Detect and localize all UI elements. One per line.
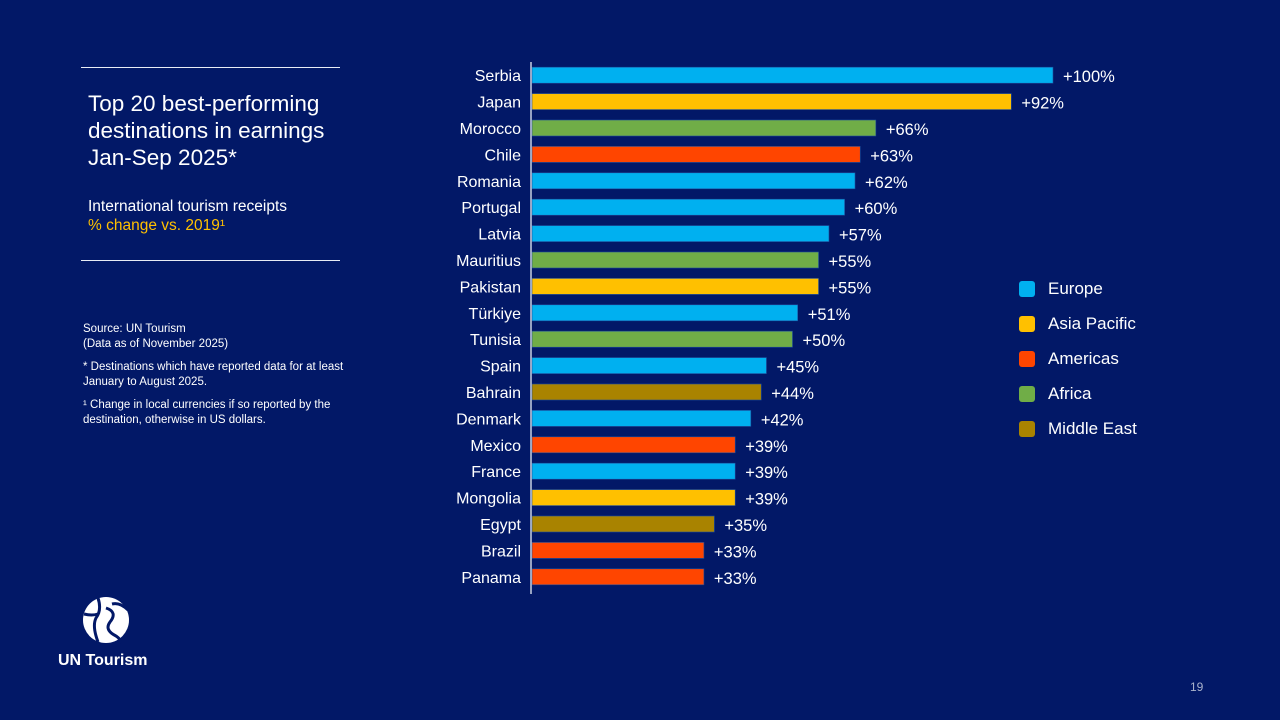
value-label: +45% xyxy=(776,359,819,377)
footnote-one: ¹ Change in local currencies if so repor… xyxy=(83,399,331,426)
legend-item: Africa xyxy=(1019,376,1137,411)
bar-mongolia xyxy=(531,489,736,506)
bar-france xyxy=(531,462,736,480)
bar-bahrain xyxy=(531,383,762,401)
category-label: Romania xyxy=(457,174,521,191)
value-label: +92% xyxy=(1021,95,1064,113)
bar-denmark xyxy=(531,410,752,427)
category-label: Türkiye xyxy=(469,306,522,323)
bar-türkiye xyxy=(531,304,799,322)
title-line-2: destinations in earnings xyxy=(88,118,325,143)
legend-item: Middle East xyxy=(1019,411,1137,446)
bar-tunisia xyxy=(531,330,793,348)
bar-serbia xyxy=(531,66,1054,84)
value-label: +39% xyxy=(745,491,788,509)
title-line-1: Top 20 best-performing xyxy=(88,91,320,116)
legend-item: Americas xyxy=(1019,341,1137,376)
legend-label: Europe xyxy=(1048,278,1103,298)
category-label: Chile xyxy=(485,147,522,164)
bar-spain xyxy=(531,357,767,374)
legend-label: Middle East xyxy=(1048,418,1137,438)
legend-label: Asia Pacific xyxy=(1048,313,1136,333)
category-label: Brazil xyxy=(481,543,521,560)
category-label: Japan xyxy=(477,95,521,112)
value-label: +42% xyxy=(761,411,804,429)
category-label: Pakistan xyxy=(460,279,521,296)
legend-item: Europe xyxy=(1019,271,1137,306)
value-label: +100% xyxy=(1063,68,1115,86)
page-title: Top 20 best-performing destinations in e… xyxy=(88,90,368,171)
bar-latvia xyxy=(531,225,830,242)
category-label: Egypt xyxy=(480,517,521,534)
legend-label: Africa xyxy=(1048,383,1092,403)
value-label: +66% xyxy=(886,121,929,139)
subtitle-line-2: % change vs. 2019¹ xyxy=(88,217,226,234)
legend-swatch xyxy=(1019,350,1035,367)
value-label: +33% xyxy=(714,543,757,561)
value-label: +35% xyxy=(724,517,767,535)
category-label: Spain xyxy=(480,359,521,376)
bar-portugal xyxy=(531,198,845,216)
legend-swatch xyxy=(1019,420,1035,437)
value-label: +50% xyxy=(803,332,846,350)
subtitle-line-1: International tourism receipts xyxy=(88,198,288,215)
value-label: +62% xyxy=(865,174,908,192)
category-label: Panama xyxy=(461,570,521,587)
bar-panama xyxy=(531,568,705,586)
category-label: Latvia xyxy=(478,227,521,244)
value-label: +44% xyxy=(771,385,814,403)
un-tourism-globe-icon xyxy=(83,597,130,644)
bar-brazil xyxy=(531,542,705,559)
category-label: Bahrain xyxy=(466,385,521,402)
value-label: +63% xyxy=(870,147,913,165)
value-label: +51% xyxy=(808,306,851,324)
subtitle: International tourism receipts % change … xyxy=(88,197,287,235)
legend-swatch xyxy=(1019,385,1035,402)
category-label: Tunisia xyxy=(470,332,521,349)
category-label: Mexico xyxy=(470,438,521,455)
legend-item: Asia Pacific xyxy=(1019,306,1137,341)
bar-morocco xyxy=(531,119,877,137)
category-label: Denmark xyxy=(456,411,522,428)
footnote-star: * Destinations which have reported data … xyxy=(83,361,344,388)
category-label: Serbia xyxy=(475,68,521,85)
bottom-rule xyxy=(81,260,340,261)
notes: Source: UN Tourism (Data as of November 2… xyxy=(83,322,353,436)
legend-label: Americas xyxy=(1048,348,1119,368)
category-label: Mongolia xyxy=(456,491,521,508)
value-label: +60% xyxy=(855,200,898,218)
category-label: Morocco xyxy=(460,121,521,138)
top-rule xyxy=(81,67,340,68)
category-label: Mauritius xyxy=(456,253,521,270)
bar-romania xyxy=(531,172,856,190)
title-line-3: Jan-Sep 2025* xyxy=(88,145,237,170)
data-date-text: (Data as of November 2025) xyxy=(83,338,229,350)
value-label: +39% xyxy=(745,464,788,482)
bar-chile xyxy=(531,146,861,163)
category-label: France xyxy=(471,464,521,481)
value-label: +39% xyxy=(745,438,788,456)
logo-text: UN Tourism xyxy=(58,652,148,669)
value-label: +55% xyxy=(829,253,872,271)
legend-swatch xyxy=(1019,315,1035,332)
page-number: 19 xyxy=(1190,680,1204,694)
value-label: +57% xyxy=(839,227,882,245)
bar-mauritius xyxy=(531,251,819,269)
bar-egypt xyxy=(531,515,715,533)
value-label: +33% xyxy=(714,570,757,588)
bar-pakistan xyxy=(531,278,819,295)
source-text: Source: UN Tourism xyxy=(83,323,186,335)
category-label: Portugal xyxy=(461,200,521,217)
value-label: +55% xyxy=(829,279,872,297)
bar-japan xyxy=(531,93,1012,110)
legend: Europe Asia Pacific Americas Africa Middle E… xyxy=(1019,271,1137,446)
bar-mexico xyxy=(531,436,736,454)
legend-swatch xyxy=(1019,280,1035,297)
